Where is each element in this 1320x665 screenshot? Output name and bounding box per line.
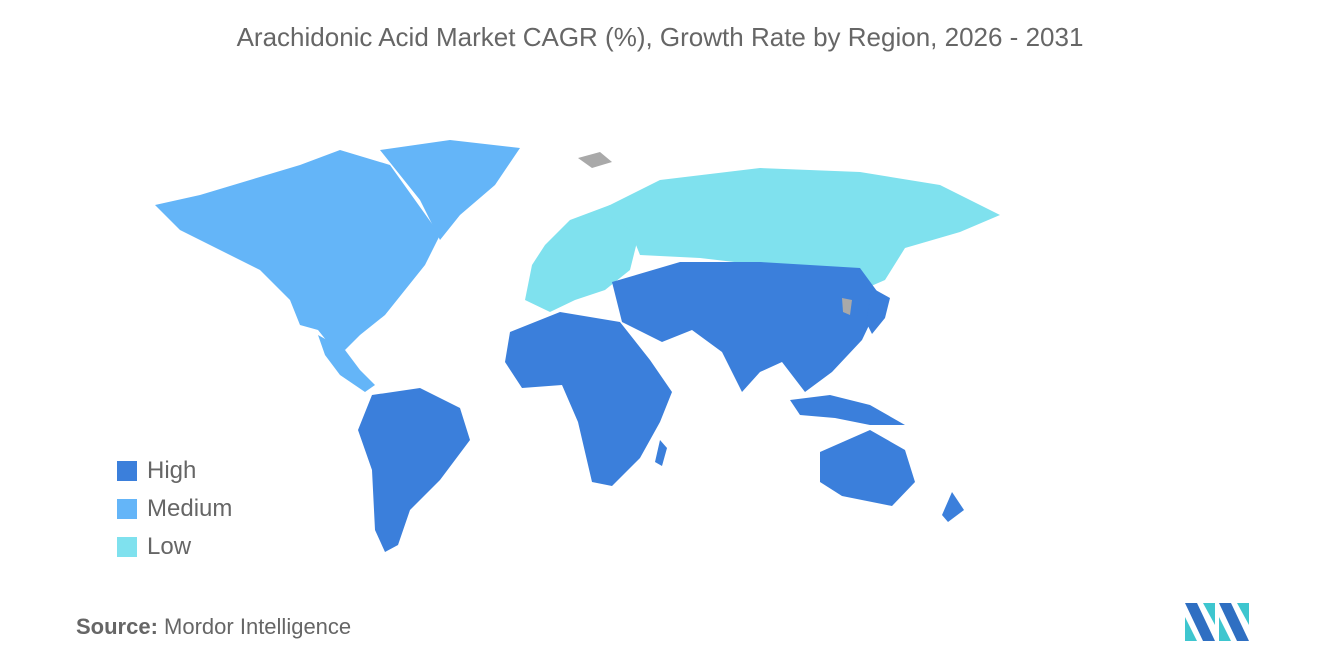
legend-label: Medium (147, 495, 233, 522)
region-south-america (358, 388, 470, 552)
region-asia (612, 262, 882, 392)
legend-label: High (147, 457, 197, 484)
mordor-intelligence-logo (1185, 603, 1249, 641)
region-madagascar (655, 440, 667, 466)
region-southeast-asia-islands (790, 395, 905, 425)
legend-item-high: High (117, 452, 232, 490)
region-japan (866, 288, 890, 334)
source-label: Source: (76, 614, 158, 639)
region-svalbard (578, 152, 612, 168)
legend-swatch-high (117, 461, 137, 481)
map-title: Arachidonic Acid Market CAGR (%), Growth… (236, 22, 1084, 52)
legend-item-medium: Medium (117, 490, 232, 528)
region-russia (600, 168, 1000, 290)
legend-swatch-low (117, 537, 137, 557)
source-value: Mordor Intelligence (164, 614, 352, 639)
region-australia (820, 430, 915, 506)
region-greenland (380, 140, 520, 240)
legend-label: Low (147, 533, 192, 560)
legend-swatch-medium (117, 499, 137, 519)
legend: High Medium Low (117, 452, 232, 566)
legend-item-low: Low (117, 528, 232, 566)
region-central-america (318, 335, 375, 392)
source-note: Source: Mordor Intelligence (76, 614, 351, 640)
region-north-america (155, 150, 440, 350)
region-africa (505, 312, 672, 486)
region-europe (525, 205, 640, 312)
region-new-zealand (942, 492, 964, 522)
region-korea (842, 298, 852, 315)
